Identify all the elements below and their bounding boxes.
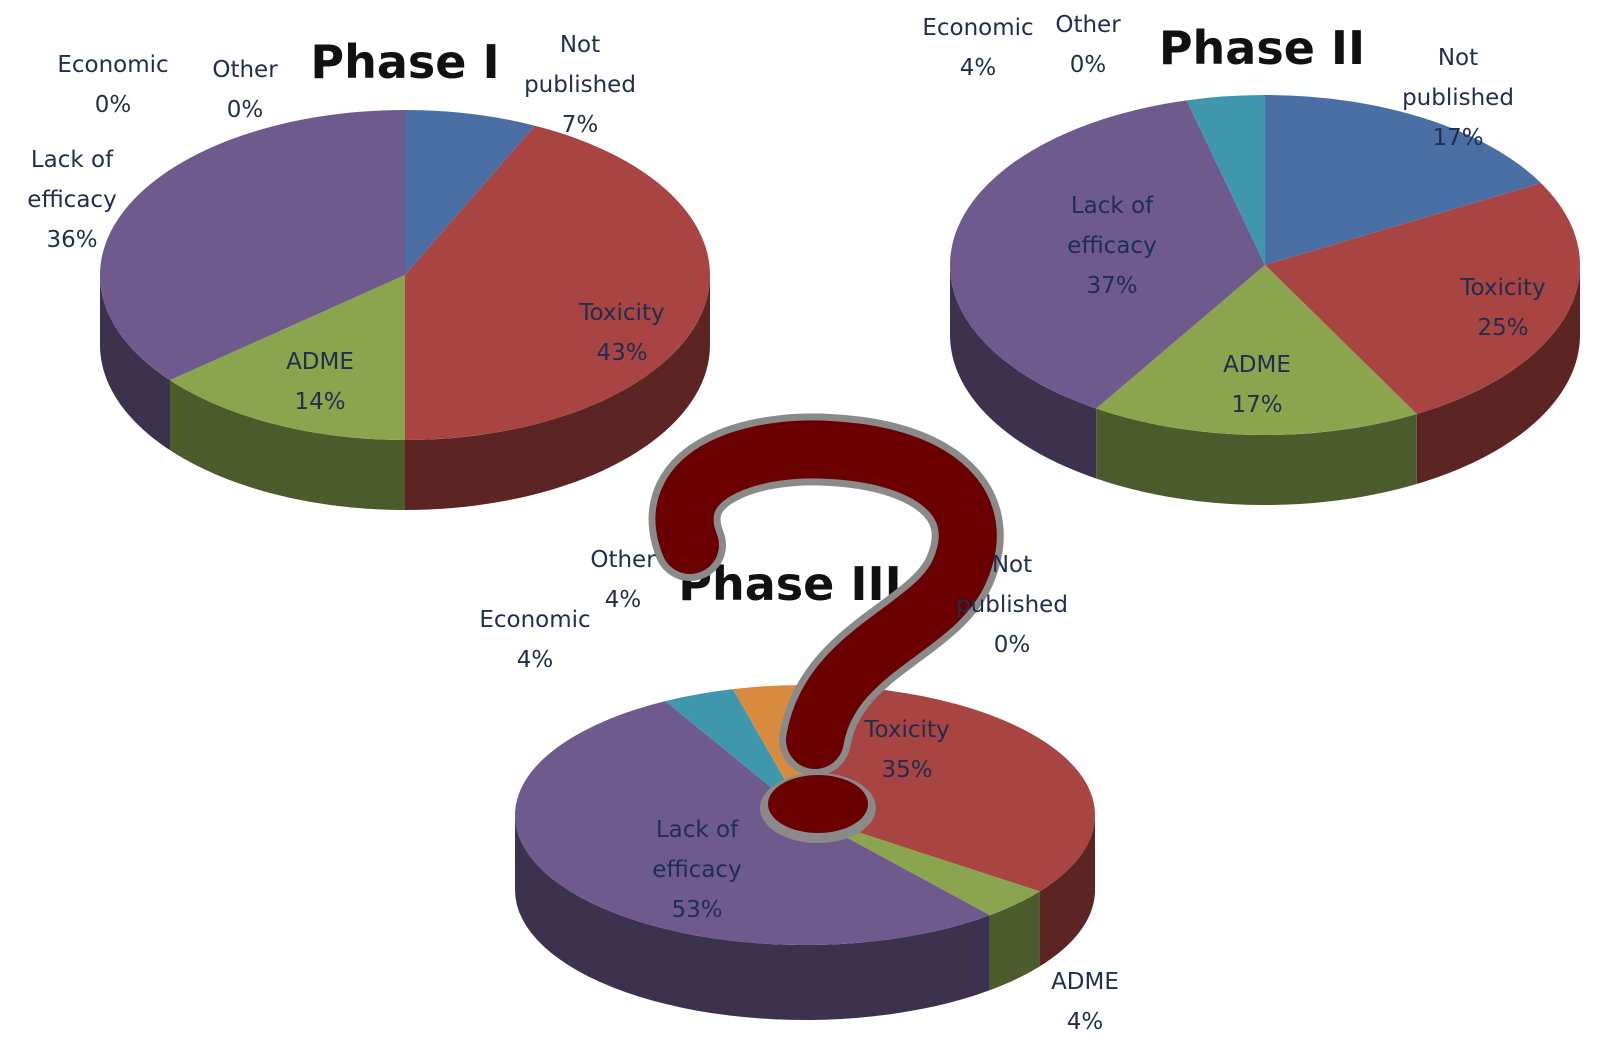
page: {"chart_data": [ {"type": "pie", "title"… <box>0 0 1610 1063</box>
value-label: 7% <box>505 105 655 145</box>
value-label: 35% <box>832 750 982 790</box>
category: ADME <box>245 342 395 382</box>
category: Other <box>170 50 320 90</box>
chart-title: Phase I <box>310 35 499 89</box>
category: Lack of efficacy <box>1037 186 1187 266</box>
value-label: 4% <box>460 640 610 680</box>
value-label: 43% <box>547 333 697 373</box>
category: ADME <box>1182 345 1332 385</box>
category: Not published <box>1383 38 1533 118</box>
category: Other <box>1013 5 1163 45</box>
category: Other <box>548 540 698 580</box>
category: ADME <box>1010 962 1160 1002</box>
category: Lack of efficacy <box>0 140 147 220</box>
value-label: 0% <box>937 625 1087 665</box>
value-label: 53% <box>622 890 772 930</box>
value-label: 4% <box>1010 1002 1160 1042</box>
value-label: 0% <box>1013 45 1163 85</box>
category: Lack of efficacy <box>622 810 772 890</box>
chart: Phase I Phase II Phase III <box>0 0 1610 1063</box>
value-label: 25% <box>1428 308 1578 348</box>
category: Toxicity <box>547 293 697 333</box>
category: Economic <box>38 45 188 85</box>
value-label: 17% <box>1182 385 1332 425</box>
category: Toxicity <box>832 710 982 750</box>
value-label: 36% <box>0 220 147 260</box>
value-label: 17% <box>1383 118 1533 158</box>
value-label: 0% <box>170 90 320 130</box>
value-label: 0% <box>38 85 188 125</box>
category: Not published <box>505 25 655 105</box>
value-label: 14% <box>245 382 395 422</box>
value-label: 4% <box>548 580 698 620</box>
category: Toxicity <box>1428 268 1578 308</box>
category: Not published <box>937 545 1087 625</box>
chart-title: Phase II <box>1159 21 1365 75</box>
value-label: 37% <box>1037 266 1187 306</box>
